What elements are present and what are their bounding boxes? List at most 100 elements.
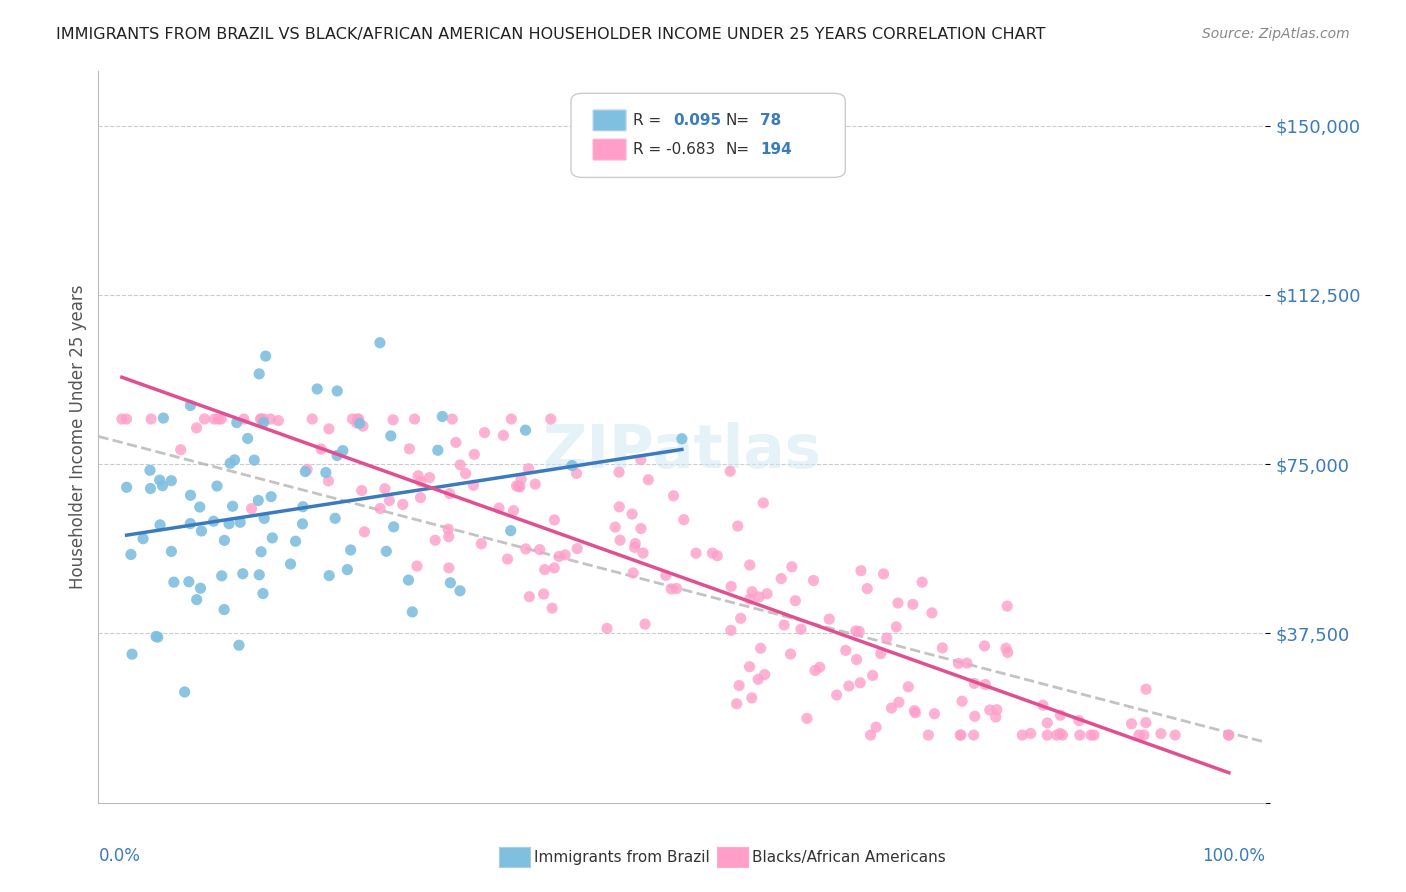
- Point: [186, 421, 208, 435]
- Point: [454, 467, 477, 481]
- Point: [984, 710, 1007, 724]
- Point: [738, 659, 761, 673]
- Point: [382, 413, 405, 427]
- Point: [190, 524, 212, 538]
- Point: [347, 412, 370, 426]
- Point: [169, 442, 191, 457]
- FancyBboxPatch shape: [593, 139, 626, 160]
- Point: [720, 624, 742, 638]
- Text: Source: ZipAtlas.com: Source: ZipAtlas.com: [1202, 27, 1350, 41]
- Point: [139, 412, 162, 426]
- Point: [188, 500, 211, 514]
- Point: [662, 489, 685, 503]
- Point: [219, 456, 242, 470]
- Point: [501, 412, 523, 426]
- Point: [252, 586, 274, 600]
- Point: [901, 597, 924, 611]
- Point: [624, 536, 647, 550]
- Point: [986, 703, 1008, 717]
- Point: [752, 496, 775, 510]
- Point: [630, 522, 652, 536]
- Point: [221, 500, 243, 514]
- Point: [368, 335, 391, 350]
- Point: [554, 548, 576, 562]
- Point: [741, 690, 763, 705]
- Point: [323, 511, 346, 525]
- Point: [741, 584, 763, 599]
- Point: [350, 483, 373, 498]
- Point: [848, 624, 870, 639]
- Point: [509, 480, 531, 494]
- Point: [139, 463, 162, 477]
- Point: [309, 442, 332, 457]
- Point: [492, 428, 515, 442]
- Point: [152, 411, 174, 425]
- Point: [401, 605, 423, 619]
- Point: [672, 513, 695, 527]
- Point: [214, 533, 236, 548]
- Point: [727, 519, 749, 533]
- Point: [1218, 728, 1240, 742]
- Point: [280, 557, 302, 571]
- Point: [342, 412, 364, 426]
- Point: [284, 534, 307, 549]
- FancyBboxPatch shape: [571, 94, 845, 178]
- Text: 78: 78: [761, 113, 782, 128]
- Point: [425, 533, 447, 548]
- Point: [243, 453, 266, 467]
- Point: [404, 412, 426, 426]
- Point: [869, 647, 891, 661]
- Point: [463, 478, 485, 492]
- Point: [432, 409, 454, 424]
- Y-axis label: Householder Income Under 25 years: Householder Income Under 25 years: [69, 285, 87, 590]
- Point: [449, 583, 471, 598]
- Point: [339, 543, 361, 558]
- Point: [179, 516, 201, 531]
- Point: [1036, 715, 1059, 730]
- Point: [163, 575, 186, 590]
- Point: [818, 612, 841, 626]
- Point: [382, 520, 405, 534]
- Point: [1032, 698, 1054, 713]
- Point: [963, 728, 986, 742]
- Point: [193, 412, 215, 426]
- Point: [596, 622, 619, 636]
- Point: [533, 587, 555, 601]
- Point: [634, 617, 657, 632]
- Point: [1049, 708, 1071, 723]
- Point: [609, 500, 631, 514]
- Point: [738, 592, 761, 607]
- Point: [152, 478, 174, 492]
- Point: [1036, 728, 1059, 742]
- Point: [145, 630, 167, 644]
- Point: [779, 647, 801, 661]
- Point: [685, 546, 707, 560]
- Point: [111, 412, 134, 426]
- Point: [212, 602, 235, 616]
- Point: [253, 511, 276, 525]
- Point: [754, 667, 776, 681]
- Point: [186, 592, 208, 607]
- Point: [294, 465, 316, 479]
- Point: [773, 618, 796, 632]
- Text: Blacks/African Americans: Blacks/African Americans: [752, 850, 946, 864]
- Point: [747, 673, 769, 687]
- Point: [247, 493, 270, 508]
- Point: [956, 656, 979, 670]
- Text: R = -0.683: R = -0.683: [633, 142, 716, 157]
- Point: [510, 472, 533, 486]
- Point: [332, 443, 354, 458]
- Point: [887, 695, 910, 709]
- Point: [524, 477, 547, 491]
- Text: ZIPatlas: ZIPatlas: [543, 422, 821, 481]
- Point: [1128, 728, 1150, 742]
- Point: [426, 443, 449, 458]
- Point: [115, 480, 138, 494]
- Point: [207, 412, 229, 426]
- Point: [515, 423, 537, 437]
- Point: [1067, 714, 1090, 728]
- Point: [352, 419, 374, 434]
- Point: [224, 453, 246, 467]
- Text: IMMIGRANTS FROM BRAZIL VS BLACK/AFRICAN AMERICAN HOUSEHOLDER INCOME UNDER 25 YEA: IMMIGRANTS FROM BRAZIL VS BLACK/AFRICAN …: [56, 27, 1046, 42]
- Point: [132, 532, 155, 546]
